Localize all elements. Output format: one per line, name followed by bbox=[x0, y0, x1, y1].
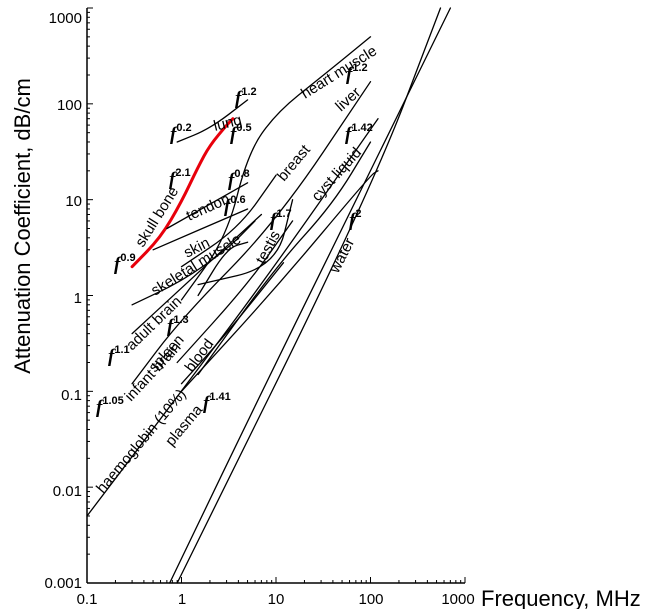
annotation-spleen-f13: f1.3 bbox=[167, 314, 189, 337]
x-tick-label: 1 bbox=[178, 591, 186, 608]
y-tick-label: 0.01 bbox=[53, 483, 82, 500]
annotation-skin-f06: f0.6 bbox=[224, 194, 246, 217]
series-label-lung: lung bbox=[212, 112, 244, 135]
series-line-heart-muscle bbox=[180, 36, 372, 301]
y-tick-label: 0.001 bbox=[44, 575, 82, 592]
series-line-adult-brain bbox=[131, 213, 263, 335]
y-tick-label: 0.1 bbox=[61, 387, 82, 404]
x-tick-label: 0.1 bbox=[77, 591, 98, 608]
series-line-infant-brain bbox=[176, 220, 294, 364]
axes bbox=[86, 7, 466, 584]
series-line-liver bbox=[131, 81, 372, 385]
series-line-skin bbox=[152, 208, 249, 251]
series-label-liver: liver bbox=[332, 84, 364, 115]
series-line-cyst-liquid bbox=[197, 141, 372, 376]
series-line-plasma bbox=[180, 170, 379, 392]
annotation-testis-f17: f1.7 bbox=[270, 208, 292, 231]
series-line-blood bbox=[180, 262, 285, 385]
series-line-lung bbox=[176, 99, 249, 143]
series-line-water bbox=[169, 7, 452, 584]
annotation-brain-f11: f1.1 bbox=[108, 344, 130, 367]
series-line-unnamed-17 bbox=[176, 7, 442, 584]
series-line-breast bbox=[180, 174, 277, 268]
y-axis-title: Attenuation Coefficient, dB/cm bbox=[10, 78, 35, 374]
axis-ticks bbox=[86, 7, 466, 584]
y-tick-label: 100 bbox=[57, 97, 82, 114]
annotation-lung-f12: f1.2 bbox=[235, 86, 257, 109]
annotation-cyst-f142: f1.42 bbox=[345, 122, 373, 145]
annotation-tendon-f08: f0.8 bbox=[228, 168, 250, 191]
x-tick-label: 1000 bbox=[441, 591, 474, 608]
y-tick-label: 1 bbox=[74, 290, 82, 307]
plot-lines bbox=[86, 7, 452, 584]
series-line-testis bbox=[197, 199, 294, 286]
exponent-annotations: f0.5 f1.2 f0.9 f2.1 f0.8 f0.6 f1.2 f1.42… bbox=[96, 62, 373, 418]
series-label-breast: breast bbox=[274, 141, 314, 185]
series-label-water: water bbox=[326, 235, 358, 276]
series-line-spleen bbox=[197, 241, 249, 297]
x-tick-label: 100 bbox=[358, 591, 383, 608]
series-labels: lung skull bone tendon skin heart muscle… bbox=[93, 42, 380, 496]
annotation-water-f2: f2 bbox=[349, 208, 361, 231]
series-line-haemoglobin-10- bbox=[86, 118, 379, 517]
series-line-skeletal-muscle bbox=[131, 220, 256, 306]
annotation-plasma-f141: f1.41 bbox=[203, 391, 231, 414]
annotation-infant-f105: f1.05 bbox=[96, 395, 124, 418]
power-law-annotations: f0.2 bbox=[170, 122, 192, 145]
series-line-tendon bbox=[166, 182, 249, 230]
annotation-liver-f12: f1.2 bbox=[346, 62, 368, 85]
annotation-skull-f09: f0.9 bbox=[114, 252, 136, 275]
x-tick-label: 10 bbox=[268, 591, 285, 608]
x-axis-title: Frequency, MHz bbox=[481, 586, 641, 609]
annotation-lung-f05: f0.5 bbox=[230, 122, 252, 145]
series-label-heart-muscle: heart muscle bbox=[298, 42, 380, 102]
series-line-skull-bone bbox=[130, 117, 235, 269]
y-tick-label: 1000 bbox=[49, 10, 82, 27]
annotation-skull-f21: f2.1 bbox=[169, 167, 191, 190]
annotation-lung-f02: f0.2 bbox=[170, 122, 192, 145]
y-tick-label: 10 bbox=[65, 193, 82, 210]
